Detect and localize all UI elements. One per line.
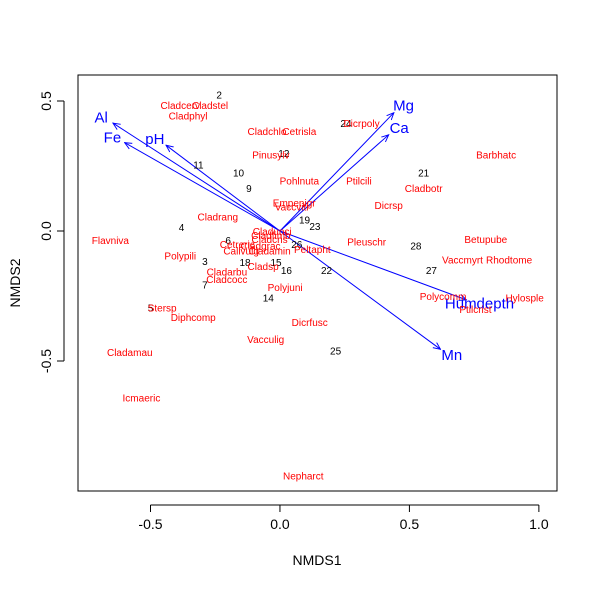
site-label: 6 bbox=[225, 236, 231, 247]
site-label: 26 bbox=[291, 240, 303, 251]
site-label: 23 bbox=[309, 222, 321, 233]
vector-label: Mn bbox=[441, 347, 462, 364]
environmental-vectors: Al Fe pH Mg Ca Humdepth Mn bbox=[95, 97, 515, 364]
x-tick-label: -0.5 bbox=[138, 516, 162, 532]
species-label: Cladcerv bbox=[161, 101, 200, 112]
species-label: Polyjuni bbox=[268, 283, 303, 294]
species-label: Dicrpoly bbox=[343, 119, 379, 130]
vector-label: Fe bbox=[104, 130, 122, 147]
site-label: 7 bbox=[202, 280, 208, 291]
species-label: Empenigr bbox=[273, 198, 316, 209]
species-label: Cladamau bbox=[107, 348, 153, 359]
species-label: Hylosple bbox=[505, 293, 544, 304]
species-label: Dicrfusc bbox=[292, 318, 328, 329]
species-label: Icmaeric bbox=[123, 393, 161, 404]
site-label: 16 bbox=[281, 266, 293, 277]
x-tick-label: 1.0 bbox=[529, 516, 549, 532]
x-axis-title: NMDS1 bbox=[292, 552, 341, 568]
site-label: 2 bbox=[216, 91, 222, 102]
site-label: 27 bbox=[426, 266, 438, 277]
site-label: 5 bbox=[148, 304, 154, 315]
vector-label: Mg bbox=[393, 97, 414, 114]
site-label: 15 bbox=[271, 258, 283, 269]
vector-label: pH bbox=[145, 131, 164, 148]
species-label: Ptilcili bbox=[346, 176, 372, 187]
vector-arrow bbox=[113, 123, 281, 232]
species-label: Cladcris bbox=[252, 235, 288, 246]
site-label: 4 bbox=[179, 223, 185, 234]
site-label: 10 bbox=[233, 169, 245, 180]
site-label: 24 bbox=[340, 119, 352, 130]
vector-arrow bbox=[279, 230, 466, 300]
site-label: 19 bbox=[299, 215, 311, 226]
site-label: 21 bbox=[418, 169, 430, 180]
site-label: 9 bbox=[246, 184, 252, 195]
species-label: Cladarbu bbox=[207, 267, 248, 278]
y-tick-label: 0.0 bbox=[38, 221, 54, 241]
x-axis: -0.5 0.0 0.5 1.0 bbox=[138, 504, 549, 532]
species-label: Cladphyl bbox=[169, 111, 208, 122]
y-tick-label: 0.5 bbox=[38, 91, 54, 111]
vector-arrow bbox=[279, 113, 394, 232]
species-label: Vaccmyrt bbox=[442, 256, 483, 267]
species-label: Polycomm bbox=[420, 292, 467, 303]
vector-arrow bbox=[125, 143, 281, 232]
species-label: Cladunci bbox=[253, 227, 292, 238]
y-axis-title: NMDS2 bbox=[7, 258, 23, 307]
y-axis: -0.5 0.0 0.5 bbox=[38, 91, 65, 373]
site-label: 22 bbox=[321, 266, 333, 277]
x-tick-label: 0.5 bbox=[400, 516, 420, 532]
species-label: Vaccviti bbox=[275, 202, 309, 213]
species-label: Dicrsp bbox=[375, 201, 404, 212]
species-label: Nepharct bbox=[283, 471, 324, 482]
vector-arrow bbox=[279, 230, 441, 349]
species-label: Pleuschr bbox=[347, 237, 387, 248]
species-label: Cladfimb bbox=[251, 231, 291, 242]
site-label: 14 bbox=[263, 293, 275, 304]
site-label: 3 bbox=[202, 257, 208, 268]
vector-label: Al bbox=[95, 110, 108, 127]
species-label: Peltapht bbox=[294, 245, 331, 256]
species-label: Pinusylv bbox=[252, 150, 289, 161]
species-label: Cladamin bbox=[248, 247, 290, 258]
site-label: 28 bbox=[410, 241, 422, 252]
vector-label: Ca bbox=[390, 120, 410, 137]
species-label: Diphcomp bbox=[171, 313, 216, 324]
site-label: 11 bbox=[193, 161, 204, 172]
species-label: Callvulg bbox=[223, 247, 259, 258]
species-label: Cetrisla bbox=[282, 127, 316, 138]
species-label: Cladcocc bbox=[206, 275, 247, 286]
site-label: 12 bbox=[278, 149, 290, 160]
species-label: Polypili bbox=[164, 252, 196, 263]
species-label: Cladsp bbox=[248, 262, 280, 273]
species-label: Cladbotr bbox=[405, 184, 443, 195]
species-label: Stersp bbox=[148, 304, 177, 315]
y-tick-label: -0.5 bbox=[38, 349, 54, 373]
vector-arrow bbox=[166, 145, 281, 232]
species-label: Barbhatc bbox=[476, 150, 516, 161]
species-label: Cladgrac bbox=[241, 241, 281, 252]
site-label: 18 bbox=[239, 258, 251, 269]
vector-arrow bbox=[279, 135, 389, 232]
species-label: Vacculig bbox=[247, 335, 284, 346]
x-tick-label: 0.0 bbox=[270, 516, 290, 532]
species-label: Cladrang bbox=[198, 213, 239, 224]
species-label: Cladchlo bbox=[248, 127, 287, 138]
site-label: 25 bbox=[330, 347, 342, 358]
plot-frame bbox=[77, 74, 558, 492]
species-label: Pohlnuta bbox=[280, 176, 320, 187]
species-label: Cetreric bbox=[220, 240, 255, 251]
species-label: Ptilcrist bbox=[459, 305, 491, 316]
species-label: Betupube bbox=[464, 235, 507, 246]
vector-label: Humdepth bbox=[445, 295, 514, 312]
species-label: Cladstel bbox=[192, 101, 228, 112]
species-label: Rhodtome bbox=[486, 256, 533, 267]
species-label: Flavniva bbox=[92, 236, 130, 247]
